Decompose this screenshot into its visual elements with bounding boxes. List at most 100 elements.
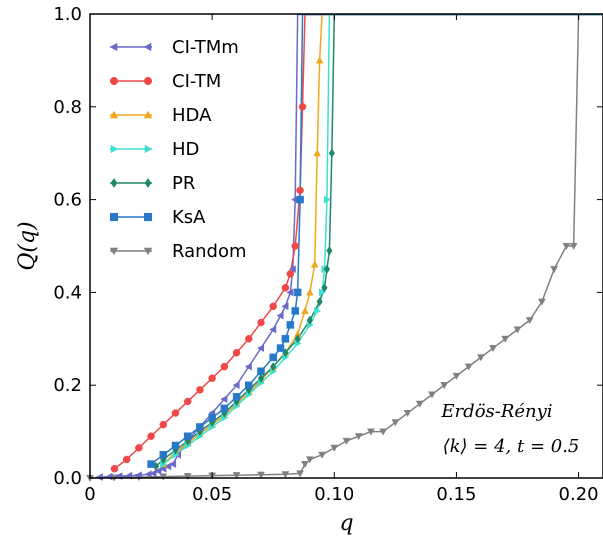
- point-hda: [315, 56, 324, 64]
- point-pr: [316, 297, 323, 307]
- point-random: [159, 473, 168, 481]
- y-tick-label: 0.0: [53, 468, 82, 489]
- legend-label-random: Random: [172, 241, 247, 262]
- point-random: [330, 444, 339, 452]
- point-ksa: [296, 195, 304, 204]
- point-ci-tm: [220, 362, 229, 371]
- legend-marker-hd: [110, 144, 119, 154]
- point-ci-tm: [171, 409, 180, 417]
- point-ksa: [291, 307, 299, 315]
- point-hd: [323, 195, 331, 204]
- point-random: [489, 345, 497, 353]
- point-ci-tm: [159, 420, 168, 429]
- series-line-hd: [162, 13, 603, 465]
- point-pr: [326, 245, 333, 256]
- point-hda: [313, 149, 322, 157]
- x-tick-label: 0.10: [314, 484, 354, 505]
- point-random: [342, 437, 351, 445]
- point-ksa: [183, 432, 192, 440]
- point-pr: [323, 264, 331, 274]
- point-ci-tm: [122, 455, 131, 464]
- point-ci-tmm: [164, 462, 172, 471]
- x-tick-label: 0.15: [436, 484, 476, 505]
- legend-marker-hda: [143, 110, 153, 119]
- legend-marker-ksa: [143, 212, 153, 222]
- point-ci-tmm: [154, 467, 162, 475]
- legend-marker-ci-tm: [143, 76, 153, 86]
- legend-marker-pr: [144, 177, 152, 189]
- point-random: [232, 472, 241, 480]
- point-random: [403, 409, 412, 418]
- point-ksa: [245, 381, 253, 389]
- point-ci-tmm: [244, 362, 252, 371]
- point-random: [476, 354, 485, 362]
- point-ci-tm: [269, 302, 277, 311]
- point-ci-tmm: [286, 288, 294, 297]
- legend-marker-pr: [110, 177, 118, 189]
- point-ci-tm: [281, 284, 290, 292]
- point-ksa: [159, 451, 168, 459]
- point-ksa: [281, 335, 290, 343]
- point-ci-tmm: [256, 344, 265, 353]
- point-hd: [319, 288, 327, 297]
- y-tick-label: 1.0: [53, 4, 82, 25]
- point-ksa: [171, 441, 180, 450]
- plot-frame: [89, 13, 603, 479]
- point-ci-tm: [196, 386, 204, 394]
- point-random: [318, 451, 326, 459]
- annotation-model: Erdös-Rényi: [440, 401, 552, 422]
- x-tick-label: 0.05: [192, 484, 232, 505]
- point-random: [183, 473, 192, 481]
- point-ci-tmm: [149, 469, 157, 478]
- y-tick-label: 0.6: [53, 190, 82, 211]
- legend-marker-ci-tmm: [109, 42, 118, 52]
- point-pr: [294, 334, 301, 344]
- point-ksa: [232, 393, 241, 401]
- legend: CI-TMm CI-TM HDA HD PR KsA Random: [109, 37, 247, 262]
- point-random: [415, 400, 424, 408]
- point-ksa: [276, 344, 285, 352]
- axis-ticks: 0 0.05 0.10 0.15 0.20 0.0 0.2 0.4 0.6 0.8 1.0: [53, 4, 603, 505]
- y-tick-label: 0.4: [53, 282, 82, 303]
- point-ksa: [286, 321, 295, 329]
- legend-marker-ksa: [109, 212, 119, 222]
- point-pr: [328, 148, 335, 158]
- point-random: [428, 391, 436, 399]
- point-random: [440, 382, 449, 390]
- point-ksa: [208, 413, 216, 422]
- point-ci-tm: [135, 444, 143, 452]
- point-random: [354, 433, 363, 441]
- point-ci-tmm: [276, 311, 284, 320]
- point-ci-tm: [298, 103, 307, 111]
- legend-label-ci-tmm: CI-TMm: [172, 37, 239, 58]
- point-ci-tm: [286, 270, 295, 278]
- point-ci-tm: [208, 374, 216, 382]
- point-hda: [301, 306, 309, 315]
- y-axis-label: Q(q): [15, 221, 40, 270]
- point-random: [281, 471, 290, 479]
- point-pr: [270, 361, 277, 372]
- legend-marker-hd: [144, 144, 153, 154]
- point-ci-tmm: [281, 302, 289, 311]
- point-ci-tmm: [232, 381, 240, 390]
- point-ci-tmm: [220, 395, 228, 404]
- y-tick-label: 0.8: [53, 97, 82, 118]
- point-pr: [257, 373, 265, 383]
- point-ci-tm: [232, 348, 241, 357]
- point-ksa: [293, 288, 302, 297]
- legend-marker-hda: [109, 110, 119, 119]
- point-ci-tm: [245, 335, 253, 343]
- point-ksa: [147, 460, 155, 468]
- point-ksa: [257, 367, 265, 376]
- point-random: [525, 317, 534, 325]
- point-ci-tm: [110, 464, 119, 473]
- x-tick-label: 0: [84, 484, 95, 505]
- legend-label-ci-tm: CI-TM: [172, 71, 221, 92]
- point-ksa: [269, 353, 277, 362]
- point-random: [305, 456, 314, 464]
- point-ksa: [196, 423, 204, 431]
- point-random: [257, 471, 265, 479]
- point-random: [452, 372, 461, 380]
- x-tick-label: 0.20: [559, 484, 599, 505]
